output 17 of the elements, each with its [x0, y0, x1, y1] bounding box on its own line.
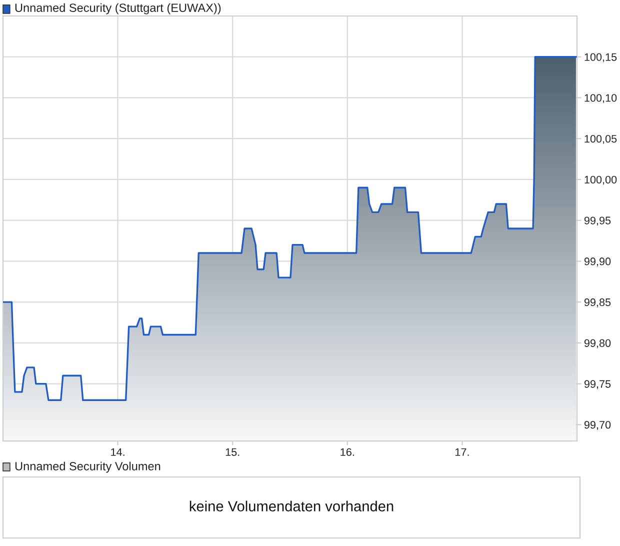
y-tick-label: 100,15: [584, 53, 617, 62]
y-tick-label: 100,10: [584, 94, 617, 104]
text: keine Volumendaten vorhanden: [190, 500, 394, 512]
text: Unnamed Security Volumen: [15, 462, 160, 473]
x-tick-label: 16.: [340, 448, 354, 456]
y-tick-label: 99,90: [584, 258, 611, 267]
y-tick-label: 99,70: [584, 421, 611, 430]
y-tick-label: 99,80: [584, 339, 611, 348]
x-tick-label: 15.: [226, 448, 240, 456]
y-tick-label: 99,95: [584, 216, 611, 226]
y-tick-label: 99,85: [584, 298, 611, 308]
y-tick-label: 99,75: [584, 380, 611, 390]
x-tick-label: 17.: [455, 448, 469, 456]
y-tick-label: 100,00: [584, 176, 617, 185]
legend-label: Unnamed Security (Stuttgart (EUWAX)): [15, 3, 221, 14]
x-tick-label: 14.: [111, 448, 124, 456]
y-tick-label: 100,05: [584, 134, 617, 144]
